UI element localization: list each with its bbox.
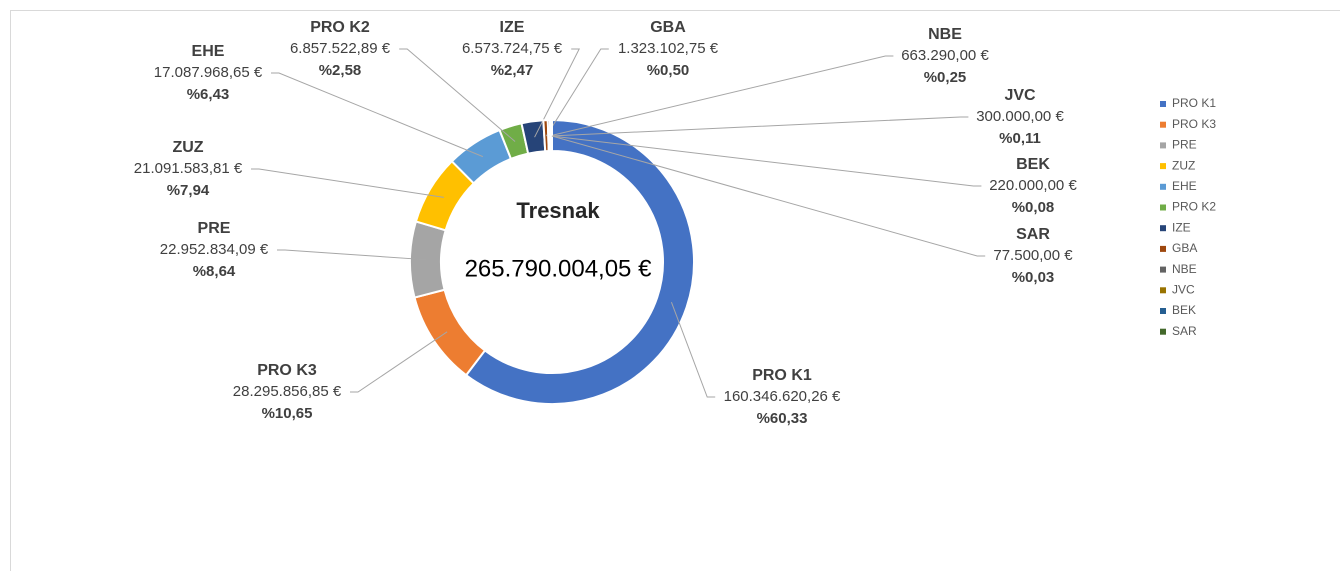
slice-amount: 21.091.583,81 € [134, 160, 243, 177]
slice-amount: 6.857.522,89 € [290, 40, 391, 57]
legend-swatch [1160, 101, 1166, 107]
legend-label: ZUZ [1172, 158, 1195, 172]
legend-swatch [1160, 142, 1166, 148]
legend-label: NBE [1172, 262, 1197, 276]
legend-swatch [1160, 246, 1166, 252]
legend-swatch [1160, 163, 1166, 169]
slice-name: GBA [650, 19, 686, 36]
legend-label: SAR [1172, 324, 1197, 338]
slice-amount: 300.000,00 € [976, 108, 1064, 125]
slice-name: IZE [500, 19, 525, 36]
legend-label: JVC [1172, 282, 1195, 296]
legend-label: PRO K2 [1172, 200, 1216, 214]
legend-swatch [1160, 308, 1166, 314]
slice-amount: 28.295.856,85 € [233, 383, 342, 400]
slice-percent: %0,25 [924, 69, 967, 86]
slice-amount: 17.087.968,65 € [154, 64, 263, 81]
legend-label: EHE [1172, 179, 1197, 193]
total-label: 265.790.004,05 € [465, 255, 652, 282]
slice-percent: %60,33 [757, 410, 808, 427]
slice-amount: 6.573.724,75 € [462, 40, 563, 57]
legend-label: GBA [1172, 241, 1197, 255]
slice-amount: 22.952.834,09 € [160, 241, 269, 258]
legend-swatch [1160, 225, 1166, 231]
slice-percent: %8,64 [193, 263, 236, 280]
legend-label: PRO K3 [1172, 117, 1216, 131]
legend-label: BEK [1172, 303, 1196, 317]
slice-percent: %10,65 [262, 405, 313, 422]
slice-percent: %7,94 [167, 182, 210, 199]
slice-name: BEK [1016, 156, 1050, 173]
slice-percent: %0,03 [1012, 269, 1055, 286]
slice-percent: %2,58 [319, 62, 362, 79]
slice-name: PRO K3 [257, 362, 317, 379]
legend-label: PRO K1 [1172, 96, 1216, 110]
slice-percent: %6,43 [187, 86, 230, 103]
slice-percent: %0,11 [999, 130, 1041, 147]
chart-title: Tresnak [516, 198, 600, 223]
legend-swatch [1160, 287, 1166, 293]
slice-name: PRE [198, 220, 231, 237]
slice-name: SAR [1016, 226, 1050, 243]
slice-name: ZUZ [172, 139, 203, 156]
slice-name: PRO K2 [310, 19, 370, 36]
slice-percent: %0,50 [647, 62, 690, 79]
legend-swatch [1160, 329, 1166, 335]
legend-swatch [1160, 205, 1166, 211]
slice-amount: 77.500,00 € [993, 247, 1073, 264]
slice-amount: 160.346.620,26 € [724, 388, 841, 405]
slice-amount: 1.323.102,75 € [618, 40, 719, 57]
legend-swatch [1160, 267, 1166, 273]
slice-name: EHE [192, 43, 225, 60]
slice-percent: %0,08 [1012, 199, 1055, 216]
slice-name: NBE [928, 26, 962, 43]
donut-slice [410, 221, 446, 297]
legend-swatch [1160, 184, 1166, 190]
slice-name: PRO K1 [752, 367, 812, 384]
legend-label: PRE [1172, 138, 1197, 152]
slice-amount: 663.290,00 € [901, 47, 989, 64]
legend-swatch [1160, 122, 1166, 128]
slice-percent: %2,47 [491, 62, 534, 79]
slice-name: JVC [1004, 87, 1036, 104]
slice-amount: 220.000,00 € [989, 177, 1077, 194]
legend-label: IZE [1172, 220, 1191, 234]
